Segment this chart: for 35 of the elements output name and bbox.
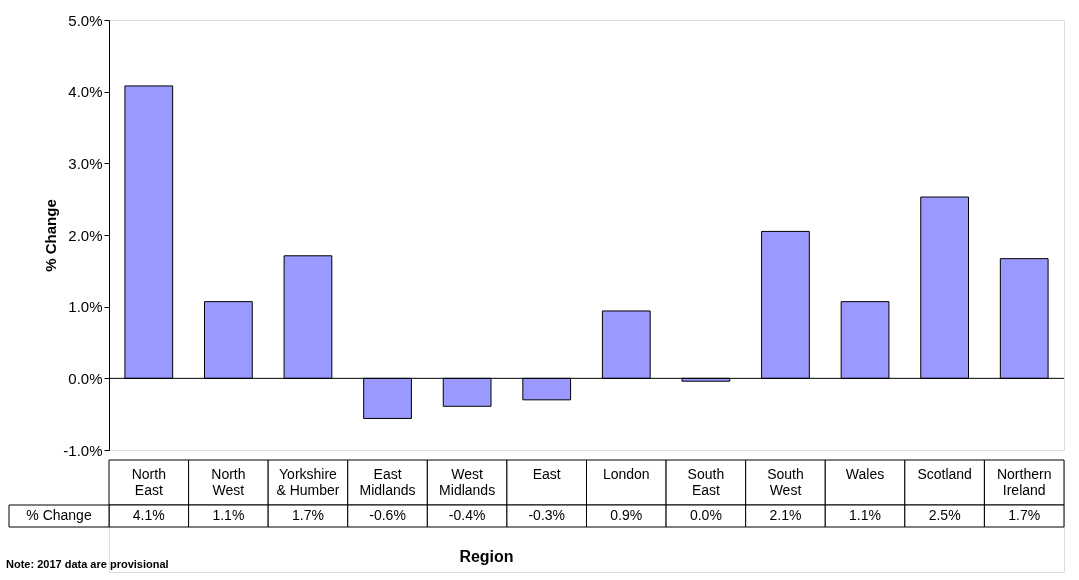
- data-label: 0.0%: [689, 507, 722, 523]
- data-label: -0.6%: [369, 507, 406, 523]
- x-tick-label: South East: [687, 465, 725, 498]
- x-tick-label: South West: [767, 465, 804, 498]
- y-tick-label: 5.0%: [68, 11, 103, 29]
- data-label: 2.1%: [769, 507, 802, 523]
- y-tick-label: -1.0%: [63, 441, 103, 459]
- x-tick-label: Yorkshire & Humber: [276, 465, 340, 498]
- y-tick-label: 3.0%: [68, 154, 103, 172]
- x-tick-label: Wales: [845, 465, 885, 482]
- x-tick-label: West Midlands: [439, 465, 496, 498]
- x-tick-label: Northern Ireland: [996, 465, 1052, 498]
- x-tick-label: London: [602, 465, 650, 482]
- data-label: 4.1%: [132, 507, 165, 523]
- x-tick-label: North East: [131, 465, 166, 498]
- x-tick-label: Scotland: [917, 465, 972, 482]
- data-label: 1.7%: [292, 507, 324, 523]
- data-label: -0.3%: [528, 507, 565, 523]
- data-label: 1.1%: [849, 507, 881, 523]
- x-tick-label: East: [532, 465, 561, 482]
- text: Note: 2017 data are provisional: [6, 558, 169, 570]
- x-axis-title: Region: [459, 548, 514, 565]
- x-tick-label: East Midlands: [359, 465, 416, 498]
- data-label: -0.4%: [448, 507, 486, 523]
- data-label: 1.1%: [212, 507, 245, 523]
- y-tick-label: 0.0%: [68, 369, 103, 387]
- y-tick-label: 2.0%: [68, 226, 103, 244]
- y-tick-label: 1.0%: [68, 298, 103, 316]
- data-label: 1.7%: [1008, 507, 1041, 523]
- text: % Change: [26, 507, 92, 523]
- data-label: 0.9%: [610, 507, 643, 523]
- data-label: 2.5%: [928, 507, 961, 523]
- x-tick-label: North West: [211, 465, 246, 498]
- y-tick-label: 4.0%: [68, 83, 103, 101]
- y-axis-title: % Change: [42, 199, 60, 272]
